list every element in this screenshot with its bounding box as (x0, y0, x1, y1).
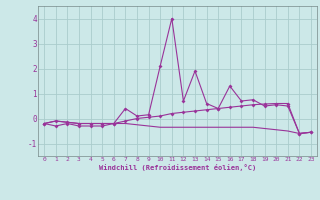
X-axis label: Windchill (Refroidissement éolien,°C): Windchill (Refroidissement éolien,°C) (99, 164, 256, 171)
